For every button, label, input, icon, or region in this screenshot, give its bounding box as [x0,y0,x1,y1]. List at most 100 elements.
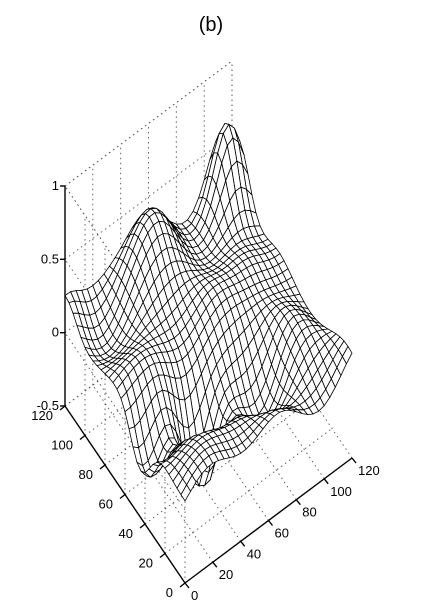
surface-patch [164,424,175,438]
surface-patch [231,359,242,381]
surface-mesh [64,122,353,502]
surface-patch [139,357,149,372]
surface-patch [182,353,192,375]
surface-patch [233,282,244,293]
surface-patch [310,317,320,324]
surface-patch [256,412,267,417]
surface-patch [222,348,232,371]
surface-patch [170,424,180,449]
surface-patch [214,451,224,461]
surface-patch [239,210,249,229]
surface-patch [269,285,280,295]
surface-patch [246,189,256,213]
surface-patch [185,249,195,260]
surface-patch [236,161,247,190]
surface-patch [245,275,255,288]
surface-patch [202,176,213,200]
surface-patch [208,452,219,464]
surface-patch [237,353,247,377]
surface-patch [124,233,135,248]
surface-patch [234,395,244,408]
surface-patch [121,353,132,360]
surface-patch [132,313,142,331]
surface-patch [139,213,150,226]
surface-patch [104,356,114,362]
surface-patch [294,348,305,369]
surface-patch [232,137,243,165]
y-tick-label: 0 [166,585,173,600]
surface-patch [173,472,183,489]
surface-patch [285,305,296,311]
surface-patch [82,326,93,341]
surface-patch [255,311,265,328]
surface-patch [172,347,183,363]
surface-patch [255,248,265,255]
surface-patch [256,242,267,249]
surface-patch [128,233,139,251]
surface-patch [260,380,270,406]
surface-patch [278,315,289,334]
surface-patch [288,295,299,302]
surface-patch [132,343,143,350]
surface-patch [70,290,81,302]
surface-patch [191,213,201,229]
surface-patch [298,301,308,309]
surface-patch [253,254,264,263]
surface-patch [121,392,131,412]
surface-patch [121,265,132,288]
surface-patch [190,253,201,261]
surface-patch [241,267,251,279]
surface-patch [332,349,343,368]
grid-left-wall-line [64,332,186,510]
surface-patch [264,287,274,297]
surface-patch [296,305,307,313]
surface-patch [166,247,177,263]
surface-patch [127,250,137,273]
surface-patch [162,301,172,319]
surface-patch [290,285,300,296]
surface-patch [203,229,213,247]
surface-patch [239,392,250,408]
surface-patch [299,314,309,320]
surface-patch [166,217,176,234]
surface-patch [287,381,297,398]
y-tick-label: 60 [99,497,113,512]
surface-patch [232,435,243,447]
surface-patch [227,342,238,365]
surface-patch [226,364,236,385]
surface-patch [134,334,144,344]
surface-patch [182,261,192,272]
surface-patch [159,267,170,288]
surface-patch [167,294,178,313]
surface-patch [177,444,188,452]
surface-patch [295,309,305,315]
surface-patch [184,456,194,470]
surface-patch [227,137,237,167]
surface-patch [268,257,279,268]
grid-floor-line [231,280,353,459]
surface-patch [189,257,199,266]
y-tick-label: 100 [51,438,73,453]
surface-patch [136,392,146,421]
surface-patch [219,255,229,264]
surface-patch [166,456,177,464]
surface-patch [229,322,239,343]
surface-patch [217,133,228,164]
surface-patch [260,412,271,419]
y-tick [179,582,186,588]
y-tick-label: 20 [139,556,153,571]
surface-patch [108,316,119,335]
surface-patch [129,426,139,448]
surface-patch [238,407,248,417]
surface-patch [293,368,303,388]
surface-patch [131,257,141,282]
surface-patch [150,469,161,478]
surface-patch [85,347,95,357]
surface-patch [245,244,256,251]
surface-patch [281,394,292,406]
surface-patch [130,400,141,427]
surface-patch [233,336,243,359]
surface-patch [258,234,268,242]
surface-patch [241,298,252,313]
